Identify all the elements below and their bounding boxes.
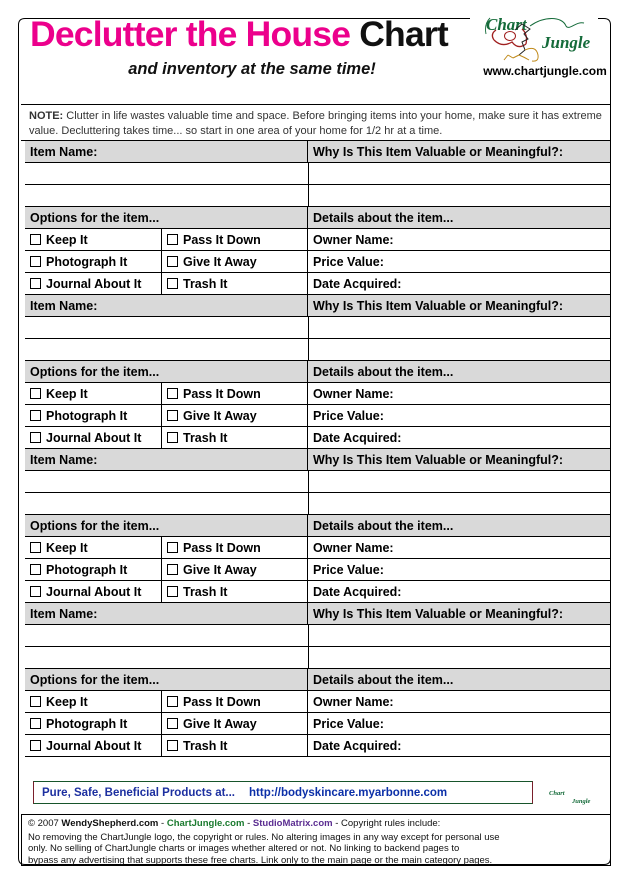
svg-text:Jungle: Jungle (541, 33, 591, 52)
svg-text:Chart: Chart (549, 790, 565, 797)
svg-text:Jungle: Jungle (571, 798, 591, 805)
